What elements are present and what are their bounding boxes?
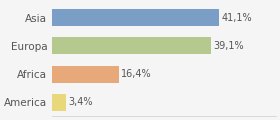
Bar <box>52 9 219 26</box>
Text: 41,1%: 41,1% <box>221 13 252 23</box>
Text: 16,4%: 16,4% <box>121 69 151 79</box>
Text: 3,4%: 3,4% <box>68 97 92 107</box>
Bar <box>52 94 66 111</box>
Bar <box>52 66 119 83</box>
Bar <box>52 37 211 54</box>
Text: 39,1%: 39,1% <box>213 41 244 51</box>
